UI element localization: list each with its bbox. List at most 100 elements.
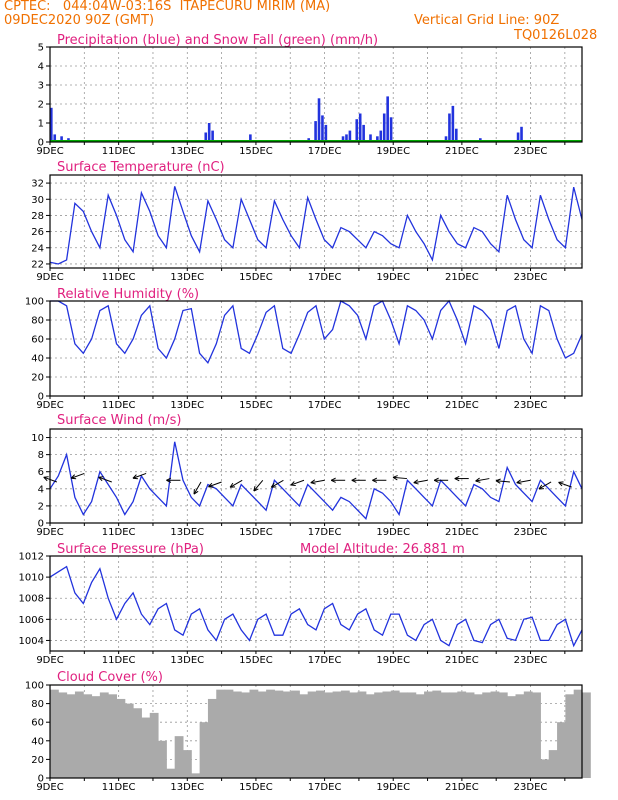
precip-bar: [358, 113, 362, 142]
cloud-bar: [191, 773, 201, 778]
wind-arrow-head: [310, 479, 316, 485]
cloud-bar: [449, 692, 458, 778]
pres-frame: [49, 555, 583, 652]
wind-arrow-head: [372, 477, 378, 483]
cloud-bar: [440, 692, 450, 778]
wind-arrow-head: [290, 481, 296, 487]
rh-ytick-label: 80: [31, 316, 44, 327]
wind-arrow-head: [413, 479, 419, 485]
cloud-bar: [166, 768, 176, 778]
pres-xtick-label: 23DEC: [514, 655, 548, 666]
pres-xtick-label: 21DEC: [445, 655, 479, 666]
wind-xtick-label: 19DEC: [376, 527, 410, 538]
precip-xtick-label: 17DEC: [308, 146, 342, 157]
precip-bar: [348, 130, 352, 142]
precip-ytick-label: 4: [38, 62, 44, 73]
wind-ytick-label: 2: [38, 501, 44, 512]
precip-bar: [379, 130, 383, 142]
cloud-xtick-label: 17DEC: [308, 782, 342, 793]
temp-xtick-label: 9DEC: [36, 272, 63, 283]
cloud-bar: [357, 691, 367, 778]
wind-arrow: [271, 479, 284, 488]
cloud-bar: [141, 717, 151, 778]
rh-ytick-label: 60: [31, 335, 44, 346]
rh-xtick-label: 13DEC: [170, 400, 204, 411]
cloud-frame: [49, 684, 583, 779]
cloud-bar: [99, 692, 109, 778]
wind-arrow-head: [558, 481, 564, 487]
temp-ytick-label: 24: [31, 243, 44, 254]
wind-arrow-head: [98, 476, 104, 482]
cloud-bar: [158, 740, 167, 778]
temp-xtick-label: 21DEC: [445, 272, 479, 283]
temp-xtick-label: 23DEC: [514, 272, 548, 283]
cloud-bar: [249, 689, 259, 778]
cloud-bar: [390, 690, 400, 778]
wind-arrow-head: [351, 477, 357, 483]
precip-bar: [386, 96, 389, 142]
pres-xtick-label: 9DEC: [36, 655, 63, 666]
wind-xtick-label: 11DEC: [102, 527, 136, 538]
precip-ytick-label: 0: [38, 138, 44, 149]
wind-frame: [49, 428, 583, 524]
pres-xtick-label: 19DEC: [376, 655, 410, 666]
rh-xtick-label: 11DEC: [102, 400, 136, 411]
cloud-bar: [124, 703, 134, 778]
precip-ytick-label: 1: [38, 119, 44, 130]
rh-xtick-label: 21DEC: [445, 400, 479, 411]
header-grid-note: Vertical Grid Line: 90Z: [414, 13, 560, 28]
wind-arrow: [310, 479, 325, 484]
precip-bar: [50, 107, 53, 142]
wind-xtick-label: 13DEC: [170, 527, 204, 538]
wind-ytick-label: 0: [38, 519, 44, 530]
cloud-bar: [316, 690, 325, 778]
temp-title: Surface Temperature (nC): [57, 160, 225, 175]
cloud-bar: [232, 691, 242, 778]
wind-arrow: [475, 478, 490, 482]
cloud-bar: [332, 691, 342, 778]
precip-bar: [207, 123, 211, 142]
wind-xtick-label: 15DEC: [239, 527, 273, 538]
cloud-xtick-label: 9DEC: [36, 782, 63, 793]
precip-bar: [451, 105, 455, 142]
cloud-ytick-label: 100: [25, 681, 44, 692]
precip-bar: [204, 132, 208, 142]
wind-arrow: [516, 479, 531, 484]
rh-ytick-label: 0: [38, 392, 44, 403]
cloud-bar: [216, 689, 226, 778]
cloud-bar: [50, 689, 59, 778]
precip-bar: [355, 119, 359, 142]
precip-bar: [382, 113, 386, 142]
rh-frame: [49, 300, 583, 397]
precip-bar: [444, 136, 448, 142]
cloud-bar: [116, 698, 126, 778]
wind-ytick-label: 4: [38, 484, 44, 495]
precip-bar: [455, 128, 458, 142]
cloud-bar: [482, 692, 492, 778]
wind-series-line: [49, 441, 583, 520]
wind-arrow-head: [193, 489, 199, 495]
cloud-bar: [307, 691, 317, 778]
cloud-xtick-label: 21DEC: [445, 782, 479, 793]
cloud-bar: [498, 692, 508, 778]
cloud-bar: [565, 694, 575, 778]
wind-arrow: [538, 481, 552, 490]
wind-arrow: [70, 472, 85, 479]
cloud-bar: [133, 708, 142, 778]
cloud-bar: [74, 691, 84, 778]
temp-xtick-label: 11DEC: [102, 272, 136, 283]
header-model-code: TQ0126L028: [514, 28, 598, 43]
wind-xtick-label: 21DEC: [445, 527, 479, 538]
wind-arrow-head: [270, 482, 277, 488]
wind-arrow: [229, 479, 243, 488]
rh-ytick-label: 100: [25, 297, 44, 308]
cloud-bar: [365, 694, 375, 778]
cloud-bar: [241, 692, 250, 778]
precip-xtick-label: 13DEC: [170, 146, 204, 157]
rh-xtick-label: 23DEC: [514, 400, 548, 411]
temp-ytick-label: 22: [31, 259, 44, 270]
precip-frame: [49, 46, 583, 143]
pres-ytick-label: 1010: [19, 573, 44, 584]
pres-ytick-label: 1008: [19, 594, 44, 605]
cloud-bar: [349, 692, 359, 778]
